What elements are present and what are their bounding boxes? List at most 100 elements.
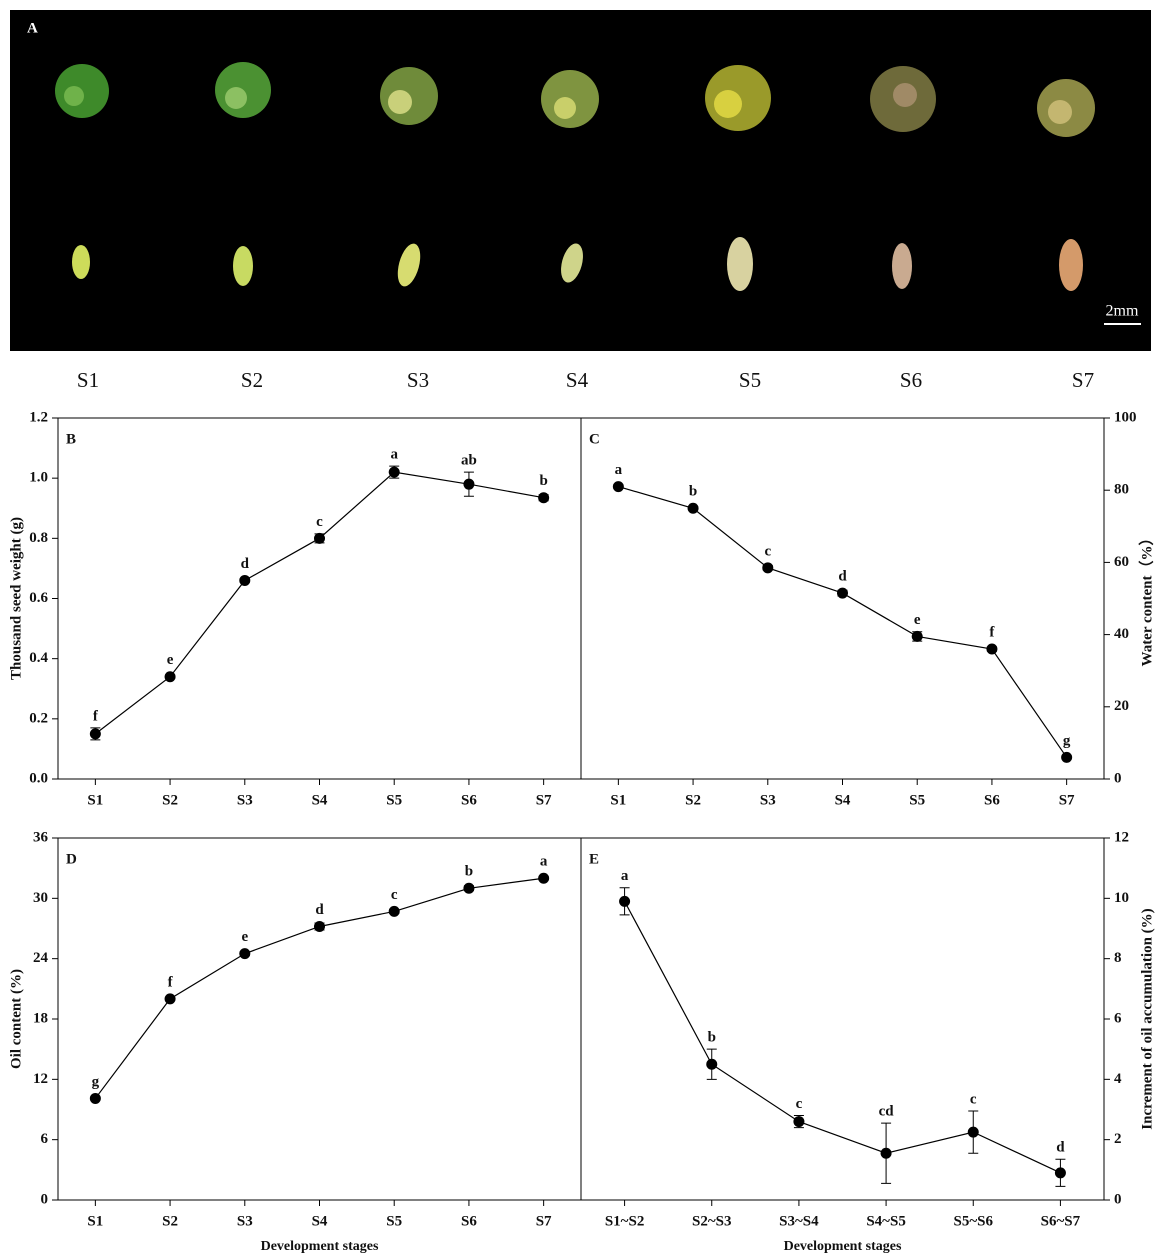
x-tick-label: S3 (760, 792, 776, 808)
significance-letter: f (168, 974, 174, 990)
data-point (986, 643, 998, 655)
data-point (706, 1058, 718, 1070)
x-tick-label: S4~S5 (866, 1213, 906, 1229)
data-point (1054, 1167, 1066, 1179)
chart-panel: 0.0 0.2 0.4 0.6 0.8 1.0 1.2 Thousand seed weigh… (8, 409, 582, 808)
series-line (624, 901, 1061, 1174)
x-axis-title: Development stages (261, 1239, 379, 1254)
photo-panel: A 2mm (10, 10, 1151, 351)
y-tick-label: 6 (1114, 1010, 1122, 1026)
x-tick-label: S2~S3 (692, 1213, 732, 1229)
x-tick-label: S5~S6 (954, 1213, 994, 1229)
significance-letter: d (315, 902, 324, 918)
y-axis-title: Water content（%） (1137, 531, 1155, 667)
chart-panel: 0 20 40 60 80 100 Water content（%） S1 S2 S3 S4 S5 S6… (580, 409, 1155, 808)
y-axis-title: Increment of oil accumulation (%) (1139, 908, 1155, 1129)
x-tick-label: S1 (87, 792, 103, 808)
data-point (911, 630, 923, 642)
stage-label: S2 (241, 368, 263, 392)
data-point (687, 502, 699, 514)
data-point (89, 728, 101, 740)
significance-letter: c (391, 887, 398, 903)
y-tick-label: 12 (1114, 829, 1129, 845)
y-tick-label: 0 (1114, 1191, 1122, 1207)
plot-frame (57, 837, 582, 1201)
chart-panel: 0 2 4 6 8 10 12 Increment of oil accumulation (… (580, 829, 1155, 1254)
y-tick-label: 0 (1114, 770, 1122, 786)
y-tick-label: 8 (1114, 950, 1122, 966)
data-point (388, 905, 400, 917)
significance-letter: c (316, 514, 323, 530)
x-tick-label: S3 (237, 1213, 253, 1229)
y-tick-label: 36 (33, 829, 49, 845)
data-point (967, 1126, 979, 1138)
significance-letter: a (621, 868, 629, 884)
y-tick-label: 0.0 (29, 770, 48, 786)
significance-letter: b (708, 1030, 716, 1046)
significance-letter: c (796, 1096, 803, 1112)
significance-letter: g (92, 1074, 100, 1090)
data-point (463, 882, 475, 894)
y-tick-label: 60 (1114, 554, 1129, 570)
significance-letter: g (1063, 733, 1071, 749)
y-tick-label: 80 (1114, 482, 1129, 498)
x-tick-label: S6 (984, 792, 1000, 808)
y-tick-label: 100 (1114, 409, 1137, 425)
significance-letter: f (93, 708, 99, 724)
stage-label: S5 (739, 368, 761, 392)
plot-frame (57, 417, 582, 780)
photo-background (10, 10, 1151, 351)
significance-letter: b (689, 484, 697, 500)
data-point (239, 574, 251, 586)
stage-label: S1 (77, 368, 99, 392)
series-line (94, 471, 544, 735)
y-tick-label: 1.2 (29, 409, 48, 425)
panel-label: A (27, 20, 38, 36)
significance-letter: d (1056, 1140, 1065, 1156)
data-point (619, 895, 631, 907)
series-line (618, 486, 1068, 758)
y-tick-label: 4 (1114, 1071, 1122, 1087)
x-tick-label: S3 (237, 792, 253, 808)
data-point (538, 872, 550, 884)
x-tick-label: S6 (461, 792, 477, 808)
plot-frame (580, 837, 1105, 1201)
y-tick-label: 0.6 (29, 590, 48, 606)
x-tick-label: S4 (835, 792, 851, 808)
significance-letter: c (970, 1091, 977, 1107)
significance-letter: a (615, 462, 623, 478)
y-tick-label: 18 (33, 1010, 48, 1026)
panel-label: B (66, 431, 76, 447)
x-tick-label: S6 (461, 1213, 477, 1229)
x-tick-label: S5 (386, 1213, 402, 1229)
significance-letter: b (539, 473, 547, 489)
data-point (388, 466, 400, 478)
x-tick-label: S7 (536, 792, 552, 808)
y-tick-label: 30 (33, 890, 48, 906)
y-tick-label: 0.2 (29, 710, 48, 726)
y-tick-label: 0 (41, 1191, 49, 1207)
significance-letter: a (540, 854, 548, 870)
y-tick-label: 24 (33, 950, 49, 966)
y-axis-title: Thousand seed weight (g) (8, 517, 24, 680)
significance-letter: d (241, 556, 250, 572)
significance-letter: ab (461, 453, 477, 469)
x-tick-label: S1~S2 (605, 1213, 645, 1229)
y-tick-label: 0.8 (29, 530, 48, 546)
x-tick-label: S4 (312, 792, 328, 808)
data-point (164, 993, 176, 1005)
significance-letter: f (989, 624, 995, 640)
seeds (72, 237, 1083, 291)
data-point (612, 481, 624, 493)
panel-label: C (589, 431, 600, 447)
stage-label: S3 (407, 368, 429, 392)
y-tick-label: 2 (1114, 1131, 1122, 1147)
significance-letter: d (838, 569, 847, 585)
x-tick-label: S3~S4 (779, 1213, 819, 1229)
significance-letter: e (241, 929, 248, 945)
y-tick-label: 0.4 (29, 650, 48, 666)
data-point (314, 920, 325, 932)
significance-letter: b (465, 864, 473, 880)
data-point (89, 1092, 101, 1104)
